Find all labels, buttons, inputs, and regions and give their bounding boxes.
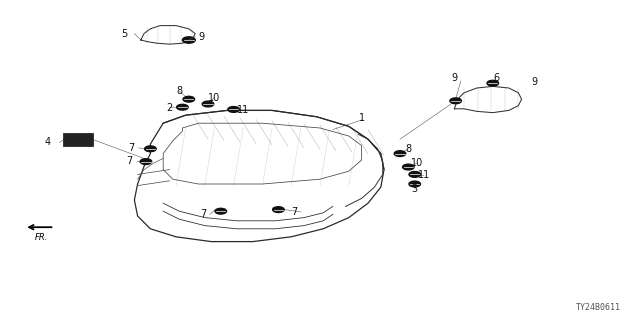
Text: 8: 8 [405,144,412,154]
Text: 7: 7 [128,143,134,153]
Text: FR.: FR. [35,233,48,242]
Text: 7: 7 [200,209,207,220]
Text: TY24B0611: TY24B0611 [576,303,621,312]
Text: 2: 2 [166,103,173,113]
Circle shape [145,146,156,152]
Text: 5: 5 [122,28,128,39]
Circle shape [394,151,406,156]
Text: 10: 10 [410,158,423,168]
Text: 9: 9 [451,73,458,84]
Circle shape [273,207,284,212]
Circle shape [403,164,414,170]
Circle shape [182,37,195,43]
Text: 8: 8 [176,86,182,96]
Circle shape [177,104,188,110]
Circle shape [450,98,461,104]
Circle shape [215,208,227,214]
Text: 3: 3 [412,184,418,195]
Text: 4: 4 [45,137,51,148]
FancyBboxPatch shape [63,133,93,146]
Circle shape [228,107,239,112]
Circle shape [487,80,499,86]
Circle shape [183,96,195,102]
Text: 9: 9 [531,76,538,87]
Circle shape [202,101,214,107]
Text: 11: 11 [417,170,430,180]
Text: 6: 6 [493,73,499,84]
Text: 7: 7 [126,156,132,166]
Circle shape [409,181,420,187]
Text: 1: 1 [358,113,365,124]
Circle shape [140,159,152,164]
Text: 11: 11 [237,105,250,116]
Text: 10: 10 [208,92,221,103]
Circle shape [409,172,420,177]
Text: 7: 7 [291,207,298,217]
Text: 9: 9 [198,32,205,42]
